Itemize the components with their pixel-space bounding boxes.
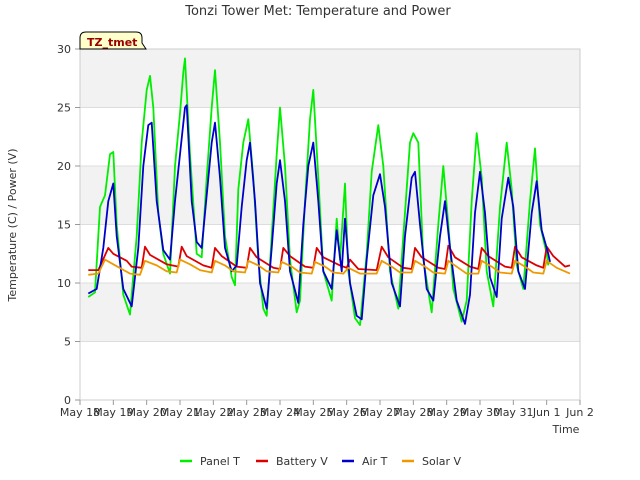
y-tick-label: 15: [57, 219, 71, 232]
x-tick-label: May 28: [393, 406, 433, 419]
x-tick-label: May 21: [160, 406, 200, 419]
y-tick-label: 20: [57, 160, 71, 173]
x-tick-label: Jun 1: [532, 406, 561, 419]
plot-bands: [80, 49, 580, 400]
legend-label: Battery V: [276, 455, 328, 468]
badge-box: [79, 31, 147, 50]
plot-band: [80, 49, 580, 108]
series-line-solar-v: [88, 258, 571, 276]
y-axis-ticks: 0 5 10 15 20 25 30: [57, 43, 80, 407]
x-tick-label: May 20: [127, 406, 167, 419]
series-layer: [87, 57, 571, 326]
x-tick-label: May 19: [93, 406, 133, 419]
legend-item-air-t: Air T: [342, 455, 388, 468]
x-tick-label: May 23: [227, 406, 267, 419]
plot-band: [80, 224, 580, 283]
legend-label: Panel T: [200, 455, 240, 468]
legend-label: Air T: [362, 455, 388, 468]
badge-label: TZ_tmet: [87, 36, 137, 49]
legend: Panel T Battery V Air T Solar V: [180, 455, 462, 468]
x-tick-label: Jun 2: [565, 406, 594, 419]
y-tick-label: 0: [64, 394, 71, 407]
legend-item-solar-v: Solar V: [402, 455, 462, 468]
series-line-air-t: [87, 104, 551, 325]
x-axis-label: Time: [552, 423, 580, 436]
y-tick-label: 10: [57, 277, 71, 290]
series-line-battery-v: [88, 244, 571, 271]
x-tick-label: May 18: [60, 406, 100, 419]
plot-band: [80, 107, 580, 166]
legend-label: Solar V: [422, 455, 462, 468]
x-tick-label: May 26: [327, 406, 367, 419]
plot-band: [80, 166, 580, 225]
y-tick-label: 5: [64, 336, 71, 349]
plot-band: [80, 341, 580, 400]
x-tick-label: May 29: [427, 406, 467, 419]
y-tick-label: 30: [57, 43, 71, 56]
y-axis-label: Temperature (C) / Power (V): [6, 148, 19, 302]
station-badge: TZ_tmet: [79, 31, 147, 50]
legend-item-battery-v: Battery V: [256, 455, 328, 468]
x-tick-label: May 27: [360, 406, 400, 419]
x-tick-label: May 24: [260, 406, 300, 419]
y-tick-label: 25: [57, 102, 71, 115]
legend-item-panel-t: Panel T: [180, 455, 240, 468]
x-tick-label: May 30: [460, 406, 500, 419]
x-tick-label: May 31: [493, 406, 533, 419]
x-tick-label: May 22: [193, 406, 233, 419]
chart-title: Tonzi Tower Met: Temperature and Power: [184, 4, 451, 19]
x-tick-label: May 25: [293, 406, 333, 419]
